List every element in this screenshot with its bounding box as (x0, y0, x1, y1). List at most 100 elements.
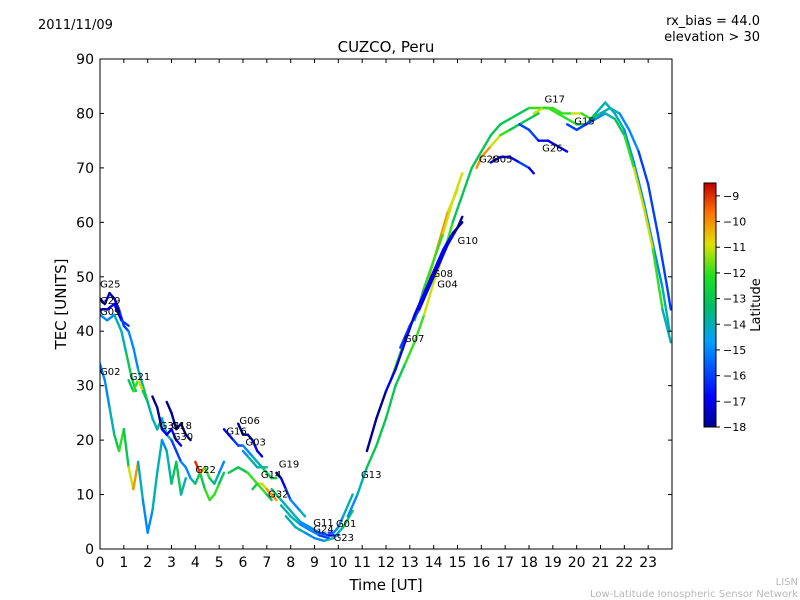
colorbar-tick-label: −18 (723, 421, 746, 434)
series-g17 (532, 106, 672, 311)
y-tick-label: 60 (76, 215, 94, 231)
series-segment (341, 504, 350, 518)
series-segment (346, 493, 359, 518)
series-segment (198, 471, 207, 491)
series-segment (108, 291, 116, 300)
series-segment (313, 536, 326, 543)
series-segment (613, 112, 626, 131)
series-segment (403, 340, 416, 366)
series-segment (122, 428, 130, 469)
elevation-label: elevation > 30 (664, 30, 760, 45)
series-segment (136, 379, 145, 393)
series-g22 (194, 460, 226, 485)
series-segment (599, 106, 612, 115)
series-segment (642, 204, 655, 251)
series-segment (666, 286, 672, 311)
x-tick-label: 18 (520, 555, 538, 571)
series-segment (627, 128, 640, 153)
series-label-g32: G32 (268, 489, 288, 500)
series-segment (217, 471, 226, 485)
colorbar-tick-label: −16 (723, 370, 746, 383)
y-tick-label: 0 (85, 542, 94, 558)
colorbar-tick-label: −14 (723, 318, 746, 331)
series-segment (175, 449, 183, 464)
series-segment (518, 161, 531, 170)
series-g26 (518, 123, 569, 153)
colorbar-tick-label: −15 (723, 344, 746, 357)
series-segment (299, 509, 307, 518)
series-segment (337, 515, 345, 529)
series-segment (413, 291, 426, 317)
series-label-g21: G21 (130, 372, 150, 383)
series-segment (618, 112, 631, 131)
series-segment (265, 487, 273, 496)
series-segment (289, 498, 297, 507)
series-segment (551, 106, 564, 115)
series-g01 (327, 493, 354, 534)
x-tick-label: 20 (568, 555, 586, 571)
series-segment (227, 466, 240, 474)
series-segment (141, 498, 149, 534)
series-g31 (151, 395, 183, 447)
series-label-g10: G10 (458, 236, 478, 247)
x-axis-title: Time [UT] (348, 576, 422, 594)
series-segment (270, 487, 283, 502)
series-segment (422, 270, 435, 295)
series-segment (432, 248, 445, 273)
x-tick-label: 7 (262, 555, 271, 571)
x-tick-label: 19 (544, 555, 562, 571)
series-segment (120, 319, 130, 327)
series-label-g08: G08 (432, 269, 452, 280)
series-g29 (100, 302, 130, 327)
y-tick-label: 20 (76, 433, 94, 449)
series-segment (437, 242, 450, 268)
series-segment (165, 449, 173, 485)
series-label-g18: G18 (172, 421, 192, 432)
series-segment (651, 242, 664, 289)
series-segment (422, 281, 435, 317)
series-label-g22: G22 (195, 465, 215, 476)
series-segment (256, 449, 264, 458)
x-tick-label: 5 (215, 555, 224, 571)
series-segment (246, 433, 254, 442)
series-segment (105, 313, 116, 322)
series-segment (394, 362, 407, 387)
series-g11 (270, 487, 340, 537)
footer-network-short: LISN (775, 577, 798, 588)
series-label-g07: G07 (404, 334, 424, 345)
series-g06 (237, 422, 264, 458)
series-label-g17: G17 (544, 95, 564, 106)
series-g05 (489, 155, 535, 175)
series-segment (103, 291, 111, 306)
series-label-g26: G26 (542, 144, 562, 155)
series-segment (284, 515, 297, 529)
series-segment (175, 460, 183, 496)
series-segment (475, 155, 483, 170)
series-segment (375, 389, 388, 420)
series-segment (480, 144, 493, 159)
y-tick-label: 10 (76, 488, 94, 504)
series-segment (427, 264, 440, 289)
footer-network-full: Low-Latitude Ionospheric Sensor Network (590, 589, 798, 600)
series-segment (384, 368, 397, 393)
series-segment (451, 172, 464, 202)
series-segment (151, 395, 159, 409)
series-g15 (565, 112, 672, 344)
series-label-g03: G03 (245, 438, 265, 449)
series-label-g01: G01 (336, 519, 356, 530)
colorbar-label: Latitude (749, 278, 764, 332)
series-segment (179, 422, 188, 436)
colorbar-tick-label: −9 (723, 190, 739, 203)
series-segment (100, 362, 106, 382)
series-segment (299, 523, 311, 532)
x-tick-label: 4 (191, 555, 200, 571)
series-label-g31: G31 (160, 421, 180, 432)
series-segment (279, 477, 288, 491)
series-segment (594, 101, 607, 115)
series-segment (451, 221, 464, 235)
series-segment (661, 308, 672, 344)
y-tick-label: 70 (76, 161, 94, 177)
series-segment (213, 471, 221, 485)
series-segment (518, 106, 531, 115)
series-segment (332, 526, 345, 540)
